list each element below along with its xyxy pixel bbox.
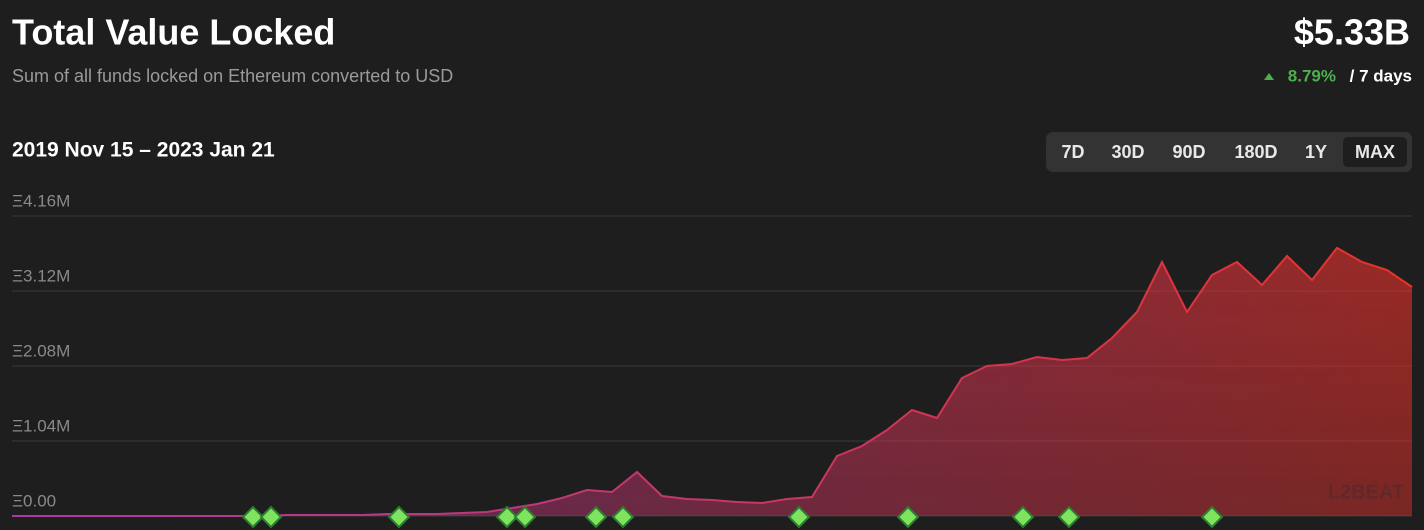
range-button[interactable]: 180D	[1234, 142, 1277, 162]
range-button[interactable]: 1Y	[1305, 142, 1327, 162]
date-range: 2019 Nov 15 – 2023 Jan 21	[12, 139, 275, 162]
y-tick-label: Ξ1.04M	[12, 416, 70, 435]
range-button[interactable]: 90D	[1172, 142, 1205, 162]
title: Total Value Locked	[12, 12, 335, 53]
area-fill	[12, 247, 1412, 516]
subtitle: Sum of all funds locked on Ethereum conv…	[12, 66, 453, 86]
event-marker[interactable]	[1011, 505, 1035, 529]
event-marker[interactable]	[584, 505, 608, 529]
event-marker[interactable]	[896, 505, 920, 529]
event-marker[interactable]	[787, 505, 811, 529]
range-selector	[1046, 132, 1412, 172]
change-period: / 7 days	[1350, 66, 1412, 85]
event-marker[interactable]	[1057, 505, 1081, 529]
event-marker[interactable]	[387, 505, 411, 529]
event-marker[interactable]	[513, 505, 537, 529]
y-tick-label: Ξ3.12M	[12, 266, 70, 285]
event-marker[interactable]	[495, 505, 519, 529]
y-tick-label: Ξ0.00	[12, 491, 56, 510]
range-button[interactable]: 7D	[1061, 142, 1084, 162]
event-marker[interactable]	[259, 505, 283, 529]
y-tick-label: Ξ4.16M	[12, 191, 70, 210]
event-marker[interactable]	[241, 505, 265, 529]
button-selected-bg	[1343, 137, 1407, 167]
up-arrow	[1264, 73, 1274, 80]
range-button[interactable]: MAX	[1355, 142, 1395, 162]
change-percent: 8.79%	[1288, 66, 1336, 85]
event-marker[interactable]	[1200, 505, 1224, 529]
logo: L2BEAT	[1328, 481, 1404, 503]
event-marker[interactable]	[611, 505, 635, 529]
total-value: $5.33B	[1294, 12, 1410, 53]
y-tick-label: Ξ2.08M	[12, 341, 70, 360]
range-button[interactable]: 30D	[1111, 142, 1144, 162]
